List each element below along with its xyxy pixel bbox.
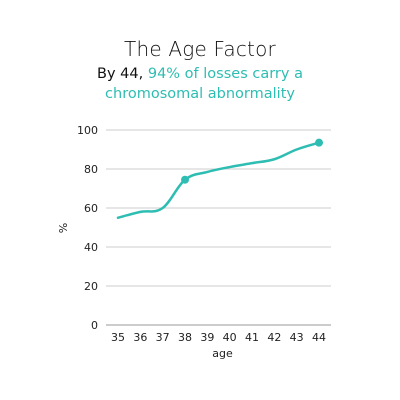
y-tick-label: 20 [84, 280, 98, 293]
chart-title: The Age Factor [124, 37, 276, 61]
chart-subtitle: By 44, 94% of losses carry a chromosomal… [60, 64, 340, 104]
x-tick-label: 41 [245, 331, 259, 344]
x-tick-label: 43 [290, 331, 304, 344]
y-tick-label: 0 [91, 319, 98, 332]
grid-lines [106, 129, 331, 326]
y-tick-label: 60 [84, 202, 98, 215]
x-tick-labels: 35 36 37 38 39 40 41 42 43 44 [111, 331, 326, 344]
x-tick-label: 35 [111, 331, 125, 344]
series-line [116, 141, 321, 219]
series-group [116, 138, 323, 219]
y-tick-label: 80 [84, 163, 98, 176]
y-tick-label: 40 [84, 241, 98, 254]
data-point [181, 175, 189, 184]
y-axis-label: % [57, 223, 70, 233]
subtitle-highlight: 94% of losses carry a chromosomal abnorm… [105, 66, 303, 102]
x-tick-label: 39 [200, 331, 214, 344]
subtitle-lead: By 44, [97, 66, 148, 82]
x-tick-label: 37 [156, 331, 170, 344]
x-tick-label: 36 [133, 331, 147, 344]
y-tick-labels: 0 20 40 60 80 100 [77, 124, 98, 332]
x-tick-label: 40 [223, 331, 237, 344]
x-tick-label: 42 [267, 331, 281, 344]
x-axis-label: age [212, 347, 233, 360]
x-tick-label: 44 [312, 331, 326, 344]
y-tick-label: 100 [77, 124, 98, 137]
x-tick-label: 38 [178, 331, 192, 344]
data-point [315, 138, 323, 147]
